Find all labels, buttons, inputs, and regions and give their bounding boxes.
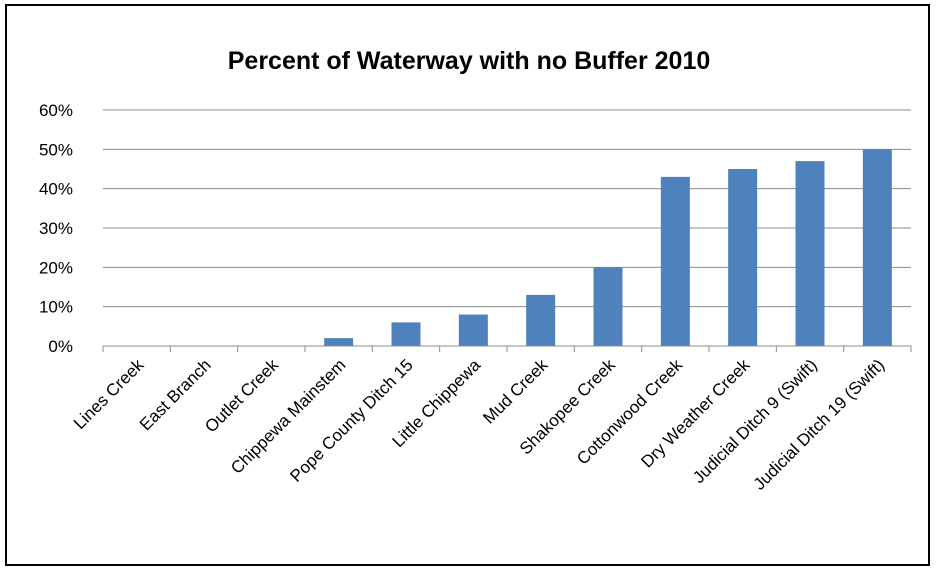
bar xyxy=(795,161,825,346)
y-tick-label: 0% xyxy=(48,337,73,356)
bars xyxy=(324,149,892,346)
x-tick-label: Judicial Ditch 9 (Swift) xyxy=(689,355,821,487)
bar xyxy=(391,322,421,346)
y-tick-label: 30% xyxy=(39,219,73,238)
x-tick-label: Mud Creek xyxy=(479,355,552,428)
x-tick-label: Pope County Ditch 15 xyxy=(286,355,416,485)
chart-title: Percent of Waterway with no Buffer 2010 xyxy=(228,47,711,75)
y-tick-label: 20% xyxy=(39,258,73,277)
y-tick-label: 10% xyxy=(39,298,73,317)
y-tick-label: 40% xyxy=(39,180,73,199)
bar xyxy=(728,169,758,346)
bar xyxy=(324,338,354,346)
bar xyxy=(458,314,488,346)
x-tick-label: Chippewa Mainstem xyxy=(227,355,349,477)
y-axis-ticks: 0% 10% 20% 30% 40% 50% 60% xyxy=(39,101,73,356)
x-tick-label: Judicial Ditch 19 (Swift) xyxy=(750,355,888,493)
gridlines xyxy=(103,109,911,308)
y-tick-label: 50% xyxy=(39,140,73,159)
x-axis xyxy=(102,345,912,352)
bar xyxy=(526,294,556,346)
bar xyxy=(660,176,690,346)
bar xyxy=(593,267,623,346)
bar xyxy=(862,149,892,346)
y-tick-label: 60% xyxy=(39,101,73,120)
chart-frame: Percent of Waterway with no Buffer 2010 … xyxy=(5,4,930,566)
bar-chart: Percent of Waterway with no Buffer 2010 … xyxy=(39,47,912,494)
